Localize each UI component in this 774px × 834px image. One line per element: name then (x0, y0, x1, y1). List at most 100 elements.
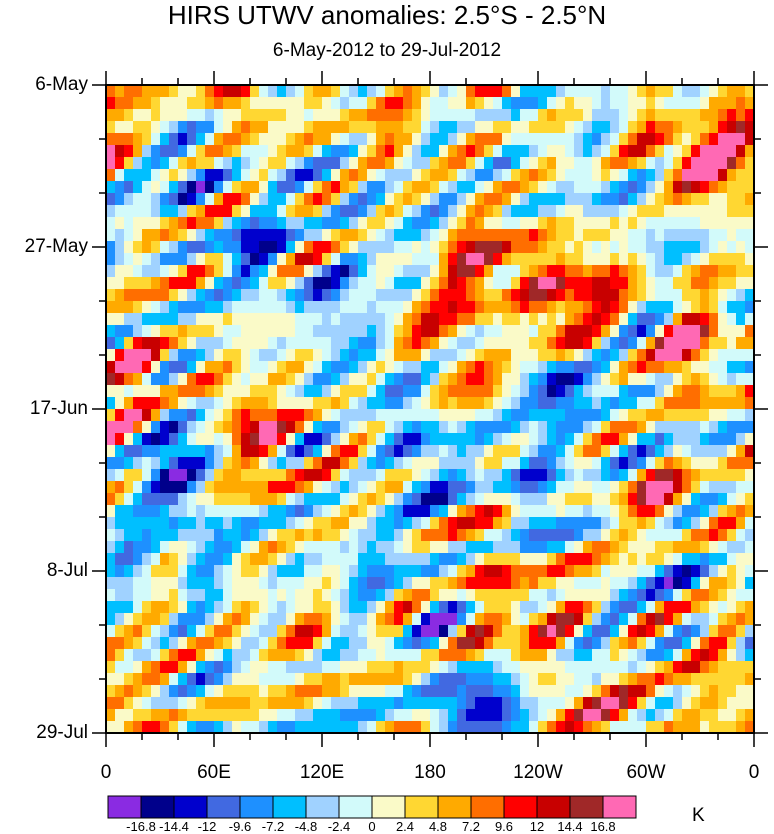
heatmap-cell (673, 397, 683, 410)
heatmap-cell (322, 553, 332, 566)
heatmap-cell (178, 493, 188, 506)
heatmap-cell (259, 193, 269, 206)
heatmap-cell (232, 241, 242, 254)
heatmap-cell (736, 421, 746, 434)
heatmap-cell (619, 325, 629, 338)
heatmap-cell (601, 625, 611, 638)
heatmap-cell (349, 697, 359, 710)
heatmap-cell (223, 169, 233, 182)
heatmap-cell (241, 397, 251, 410)
heatmap-cell (592, 433, 602, 446)
heatmap-cell (691, 385, 701, 398)
heatmap-cell (187, 121, 197, 134)
heatmap-cell (709, 277, 719, 290)
heatmap-cell (196, 145, 206, 158)
heatmap-cell (250, 217, 260, 230)
heatmap-cell (394, 241, 404, 254)
heatmap-cell (403, 649, 413, 662)
heatmap-cell (664, 685, 674, 698)
heatmap-cell (475, 697, 485, 710)
heatmap-cell (574, 565, 584, 578)
heatmap-cell (745, 193, 755, 206)
heatmap-cell (214, 433, 224, 446)
heatmap-cell (727, 661, 737, 674)
heatmap-cell (178, 625, 188, 638)
heatmap-cell (664, 337, 674, 350)
heatmap-cell (547, 613, 557, 626)
heatmap-cell (727, 301, 737, 314)
heatmap-cell (295, 397, 305, 410)
heatmap-cell (286, 205, 296, 218)
heatmap-cell (142, 565, 152, 578)
heatmap-cell (700, 469, 710, 482)
heatmap-cell (718, 325, 728, 338)
heatmap-cell (151, 241, 161, 254)
heatmap-cell (646, 529, 656, 542)
heatmap-cell (628, 145, 638, 158)
heatmap-cell (322, 661, 332, 674)
heatmap-cell (529, 181, 539, 194)
heatmap-cell (601, 709, 611, 722)
heatmap-cell (448, 349, 458, 362)
heatmap-cell (250, 601, 260, 614)
heatmap-cell (691, 85, 701, 98)
heatmap-cell (574, 457, 584, 470)
heatmap-cell (313, 421, 323, 434)
heatmap-cell (538, 529, 548, 542)
heatmap-cell (385, 445, 395, 458)
heatmap-cell (286, 541, 296, 554)
heatmap-cell (502, 565, 512, 578)
heatmap-cell (151, 313, 161, 326)
heatmap-cell (106, 277, 116, 290)
heatmap-cell (358, 325, 368, 338)
heatmap-cell (547, 109, 557, 122)
heatmap-cell (691, 469, 701, 482)
heatmap-cell (187, 157, 197, 170)
heatmap-cell (106, 421, 116, 434)
heatmap-cell (106, 661, 116, 674)
heatmap-cell (727, 349, 737, 362)
heatmap-cell (349, 85, 359, 98)
heatmap-cell (277, 673, 287, 686)
heatmap-cell (223, 133, 233, 146)
heatmap-cell (610, 685, 620, 698)
heatmap-cell (268, 121, 278, 134)
heatmap-cell (169, 217, 179, 230)
heatmap-cell (565, 289, 575, 302)
heatmap-cell (115, 205, 125, 218)
heatmap-cell (331, 289, 341, 302)
heatmap-cell (421, 541, 431, 554)
heatmap-cell (205, 121, 215, 134)
heatmap-cell (277, 625, 287, 638)
heatmap-cell (610, 181, 620, 194)
heatmap-cell (709, 589, 719, 602)
heatmap-cell (736, 457, 746, 470)
heatmap-cell (682, 229, 692, 242)
heatmap-cell (637, 169, 647, 182)
heatmap-cell (430, 505, 440, 518)
heatmap-cell (151, 625, 161, 638)
heatmap-cell (511, 649, 521, 662)
heatmap-cell (151, 685, 161, 698)
heatmap-cell (358, 277, 368, 290)
heatmap-cell (700, 277, 710, 290)
heatmap-cell (169, 109, 179, 122)
heatmap-cell (709, 553, 719, 566)
heatmap-cell (592, 601, 602, 614)
heatmap-cell (502, 625, 512, 638)
heatmap-cell (376, 217, 386, 230)
heatmap-cell (511, 277, 521, 290)
heatmap-cell (151, 445, 161, 458)
heatmap-cell (115, 673, 125, 686)
heatmap-cell (340, 325, 350, 338)
heatmap-cell (313, 697, 323, 710)
heatmap-cell (520, 685, 530, 698)
heatmap-cell (250, 241, 260, 254)
heatmap-cell (187, 409, 197, 422)
heatmap-cell (520, 229, 530, 242)
heatmap-cell (601, 637, 611, 650)
heatmap-cell (160, 301, 170, 314)
heatmap-cell (340, 505, 350, 518)
heatmap-cell (142, 541, 152, 554)
heatmap-cell (466, 253, 476, 266)
